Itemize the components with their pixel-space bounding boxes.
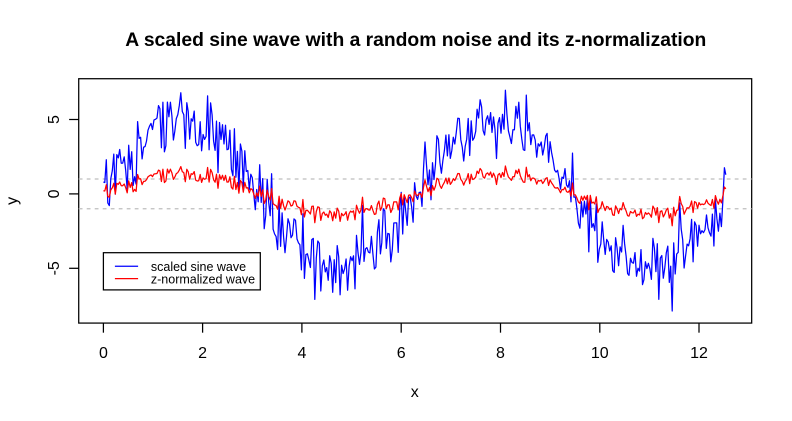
svg-text:5: 5 <box>46 115 63 124</box>
svg-text:6: 6 <box>397 345 406 362</box>
svg-text:0: 0 <box>46 189 63 198</box>
svg-text:y: y <box>4 197 21 205</box>
svg-text:-5: -5 <box>46 261 63 275</box>
svg-text:A scaled sine wave with a rand: A scaled sine wave with a random noise a… <box>125 30 706 51</box>
svg-text:0: 0 <box>99 345 108 362</box>
svg-text:4: 4 <box>297 345 306 362</box>
svg-text:z-normalized wave: z-normalized wave <box>151 273 255 287</box>
svg-text:10: 10 <box>591 345 609 362</box>
svg-text:x: x <box>411 384 419 401</box>
svg-text:scaled sine wave: scaled sine wave <box>151 260 246 274</box>
svg-text:12: 12 <box>690 345 708 362</box>
svg-text:8: 8 <box>496 345 505 362</box>
svg-text:2: 2 <box>198 345 207 362</box>
